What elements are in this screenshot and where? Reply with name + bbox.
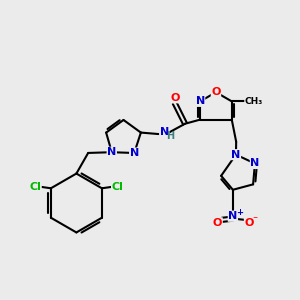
Text: O: O	[211, 87, 220, 97]
Text: H: H	[166, 131, 174, 141]
Text: N: N	[160, 127, 169, 137]
Text: O: O	[170, 93, 179, 103]
Text: N: N	[196, 96, 205, 106]
Text: N: N	[231, 150, 241, 160]
Text: ⁻: ⁻	[252, 215, 257, 225]
Text: O: O	[244, 218, 254, 228]
Text: N: N	[250, 158, 260, 169]
Text: +: +	[236, 208, 243, 217]
Text: N: N	[228, 211, 238, 221]
Text: N: N	[130, 148, 139, 158]
Text: CH₃: CH₃	[245, 97, 263, 106]
Text: Cl: Cl	[112, 182, 123, 192]
Text: N: N	[107, 147, 116, 157]
Text: Cl: Cl	[29, 182, 41, 192]
Text: O: O	[213, 218, 222, 228]
